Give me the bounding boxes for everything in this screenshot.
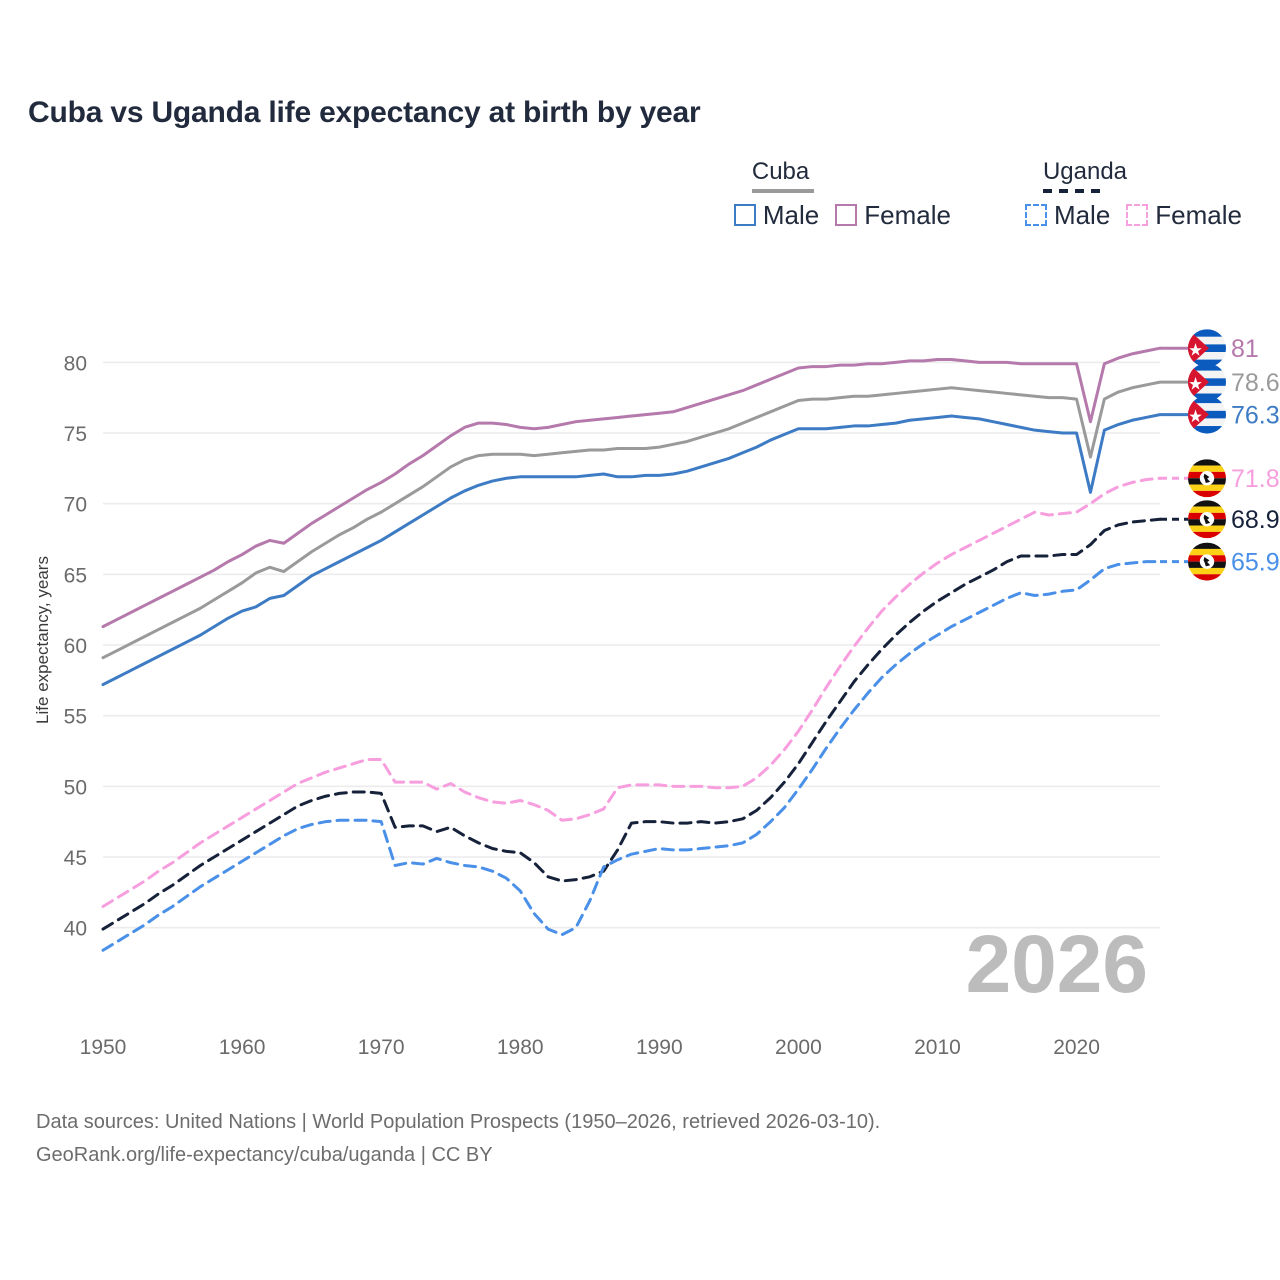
end-value-label: 65.9: [1231, 549, 1280, 577]
cuba-flag-icon: [1188, 395, 1226, 434]
end-value-label: 81: [1231, 335, 1259, 363]
chart-legend: Cuba Male Female Uganda Male: [733, 158, 1242, 230]
x-tick-label: 2000: [775, 1036, 822, 1059]
legend-item-uganda-female[interactable]: Female: [1126, 202, 1242, 228]
y-tick-label: 70: [64, 494, 87, 517]
y-tick-label: 65: [64, 564, 87, 587]
uganda-flag-icon: [1188, 500, 1226, 539]
legend-item-cuba-male[interactable]: Male: [733, 200, 820, 230]
y-tick-label: 45: [64, 847, 87, 870]
x-tick-label: 2020: [1053, 1036, 1100, 1059]
x-tick-label: 2010: [914, 1036, 961, 1059]
uganda-flag-icon: [1188, 459, 1226, 498]
x-tick-label: 1990: [636, 1036, 683, 1059]
legend-items-uganda: Male Female: [1024, 200, 1242, 230]
uganda-flag-icon: [1188, 542, 1226, 581]
series-line-uganda-female: [101, 476, 1162, 908]
y-tick-label: 75: [64, 423, 87, 446]
series-line-uganda-total: [101, 517, 1162, 931]
footer-line-sources: Data sources: United Nations | World Pop…: [36, 1111, 881, 1133]
legend-label-cuba-male: Male: [762, 200, 820, 230]
legend-swatch-square-icon: [1126, 204, 1149, 226]
y-tick-label: 50: [64, 776, 87, 799]
chart-end-markers: 81 78.6 76.3 71.8 68.9 65.9: [1160, 329, 1280, 581]
legend-label-uganda-female: Female: [1155, 200, 1242, 230]
x-tick-label: 1970: [358, 1036, 405, 1059]
y-tick-label: 80: [64, 352, 87, 375]
legend-label-uganda-male: Male: [1053, 200, 1111, 230]
legend-group-uganda: Uganda Male Female: [1024, 158, 1242, 230]
legend-swatch-square-icon: [1024, 204, 1047, 226]
series-line-cuba-male: [101, 413, 1162, 687]
legend-country-cuba: Cuba: [751, 158, 810, 185]
legend-rule-uganda: [1042, 189, 1105, 193]
footer-line-attribution: GeoRank.org/life-expectancy/cuba/uganda …: [36, 1144, 493, 1166]
y-tick-label: 55: [64, 706, 87, 729]
legend-label-cuba-female: Female: [864, 200, 951, 230]
y-axis-title: Life expectancy, years: [33, 556, 52, 724]
cuba-flag-icon: [1188, 329, 1226, 368]
footer-credits: Data sources: United Nations | World Pop…: [36, 1106, 880, 1172]
legend-country-uganda: Uganda: [1042, 158, 1128, 185]
end-value-label: 78.6: [1231, 369, 1280, 397]
x-tick-label: 1950: [80, 1036, 127, 1059]
chart-series-lines: [101, 346, 1162, 952]
chart-gridlines: [103, 361, 1160, 929]
series-line-uganda-male: [101, 560, 1162, 952]
end-value-label: 71.8: [1231, 465, 1280, 493]
legend-item-cuba-female[interactable]: Female: [835, 202, 951, 228]
end-value-label: 68.9: [1231, 506, 1280, 534]
legend-swatch-square-icon: [733, 204, 756, 226]
page-title: Cuba vs Uganda life expectancy at birth …: [28, 96, 701, 129]
x-tick-label: 1980: [497, 1036, 544, 1059]
y-tick-label: 60: [64, 635, 87, 658]
legend-item-uganda-male[interactable]: Male: [1024, 200, 1111, 230]
chart-y-tick-labels: 40 45 50 55 60 65 70 75 80: [64, 352, 87, 940]
legend-items-cuba: Male Female: [733, 200, 951, 230]
legend-group-cuba: Cuba Male Female: [733, 158, 951, 230]
series-line-cuba-female: [101, 346, 1162, 629]
legend-swatch-square-icon: [835, 204, 858, 226]
cuba-flag-icon: [1188, 363, 1226, 402]
chart-x-tick-labels: 1950 1960 1970 1980 1990 2000 2010 2020: [80, 1036, 1100, 1059]
y-tick-label: 40: [64, 918, 87, 941]
legend-groups: Cuba Male Female Uganda Male: [733, 158, 1242, 230]
series-line-cuba-total: [101, 380, 1162, 660]
x-tick-label: 1960: [219, 1036, 266, 1059]
year-watermark: 2026: [966, 919, 1148, 1010]
legend-rule-cuba: [751, 189, 814, 193]
end-value-label: 76.3: [1231, 402, 1280, 430]
